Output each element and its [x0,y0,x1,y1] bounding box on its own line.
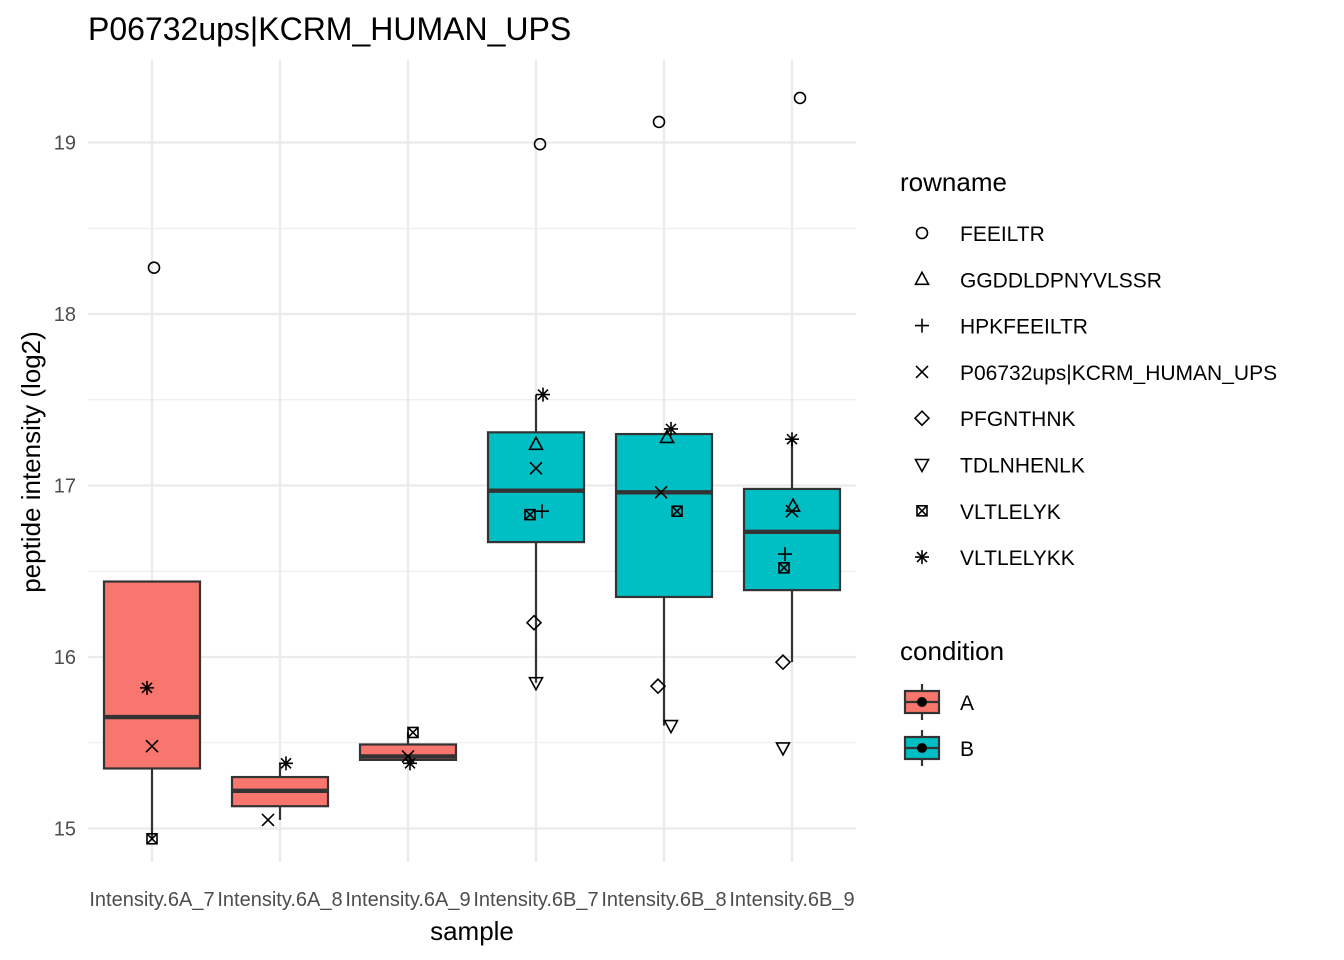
y-tick-label: 18 [54,304,76,326]
data-point [664,421,678,436]
legend-rowname-item: FEEILTR [915,223,1045,246]
grid [88,60,856,862]
y-tick-label: 16 [54,647,76,669]
x-axis-ticks: Intensity.6A_7 Intensity.6A_8 Intensity.6A… [89,889,854,911]
box-Intensity.6B_9 [742,439,842,663]
x-axis-title: sample [430,916,514,946]
legend-rowname-label: PFGNTHNK [960,408,1076,431]
legend-rowname-item: VLTLELYK [916,501,1061,524]
data-point [403,756,417,771]
data-point [654,485,668,499]
legend-rowname-label: GGDDLDPNYVLSSR [960,269,1162,292]
data-point [652,115,666,129]
data-point [525,614,543,631]
data-point [536,387,550,402]
legend-rowname-label: FEEILTR [960,223,1045,246]
data-point [140,680,154,695]
box-iqr [486,431,586,544]
box-iqr [614,432,714,599]
box-Intensity.6A_7 [102,580,202,839]
box-iqr [742,487,842,592]
legend-rowname-item: HPKFEEILTR [915,316,1088,339]
data-point [407,726,419,739]
legend-condition: condition AB [900,636,1004,766]
data-point [279,756,293,771]
data-point [533,137,547,151]
y-tick-label: 17 [54,476,76,498]
data-point [774,654,792,671]
data-point [146,832,158,845]
box-Intensity.6B_8 [614,432,714,726]
legend-rowname-title: rowname [900,167,1007,197]
data-point [528,435,544,451]
x-tick-label: Intensity.6A_8 [217,889,342,911]
legend-rowname-label: P06732ups|KCRM_HUMAN_UPS [960,362,1277,385]
legend-condition-item: A [903,684,974,720]
legend-rowname-item: TDLNHENLK [914,455,1085,478]
legend-rowname: rowname FEEILTR GGDDLDPNYVLSSR HPKFEEILTR P0… [900,167,1277,570]
legend-condition-item: B [903,730,974,766]
boxes [102,394,842,839]
box-Intensity.6A_8 [230,763,330,820]
data-point [147,261,161,274]
points [140,91,807,845]
legend-rowname-item: GGDDLDPNYVLSSR [914,269,1162,292]
data-point [261,813,275,827]
legend-rowname-item: VLTLELYKK [915,547,1075,570]
legend-rowname-label: HPKFEEILTR [960,316,1088,339]
data-point [524,508,536,521]
y-axis-title: peptide intensity (log2) [16,331,46,593]
data-point [785,432,799,447]
data-point [535,504,549,519]
data-point [663,719,679,735]
data-point [529,461,543,475]
legend-condition-label: B [960,738,974,761]
x-tick-label: Intensity.6A_7 [89,889,214,911]
chart-title: P06732ups|KCRM_HUMAN_UPS [88,11,571,47]
data-point [145,739,159,753]
x-tick-label: Intensity.6B_8 [601,889,726,911]
x-tick-label: Intensity.6A_9 [345,889,470,911]
box-iqr [102,580,202,770]
legend-rowname-item: P06732ups|KCRM_HUMAN_UPS [915,362,1277,385]
data-point [775,742,791,757]
data-point [785,504,799,518]
data-point [778,547,792,562]
box-Intensity.6B_7 [486,394,586,683]
legend-rowname-label: TDLNHENLK [960,455,1085,478]
legend-rowname-item: PFGNTHNK [913,408,1076,431]
legend-condition-title: condition [900,636,1004,666]
data-point [671,505,683,518]
data-point [793,91,807,105]
y-axis-ticks: 15 16 17 18 19 [54,133,76,841]
data-point [528,676,544,692]
legend-rowname-label: VLTLELYK [960,501,1061,524]
x-tick-label: Intensity.6B_9 [729,889,854,911]
data-point [659,428,675,444]
y-tick-label: 15 [54,819,76,841]
legend-condition-label: A [960,692,974,715]
y-tick-label: 19 [54,133,76,155]
data-point [649,678,667,695]
legend-rowname-label: VLTLELYKK [960,547,1075,570]
x-tick-label: Intensity.6B_7 [473,889,598,911]
data-point [778,562,790,574]
